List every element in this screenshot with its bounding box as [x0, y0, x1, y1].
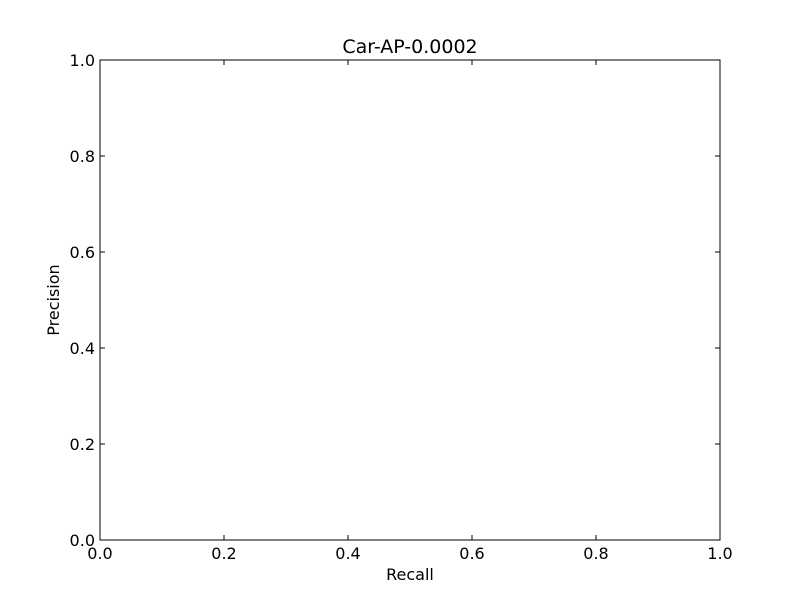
x-tick-label: 0.2	[211, 544, 236, 563]
plot-area	[99, 59, 721, 541]
x-tick-label: 0.0	[87, 544, 112, 563]
x-tick-label: 0.8	[583, 544, 608, 563]
x-axis-ticks: 0.0 0.2 0.4 0.6 0.8 1.0	[87, 60, 733, 563]
y-tick-label: 0.2	[70, 435, 95, 454]
y-axis-label: Precision	[44, 264, 63, 335]
x-axis-label: Recall	[386, 565, 434, 584]
y-tick-label: 0.4	[70, 339, 95, 358]
x-tick-label: 0.4	[335, 544, 360, 563]
y-axis-ticks: 0.0 0.2 0.4 0.6 0.8 1.0	[70, 51, 720, 550]
chart-title: Car-AP-0.0002	[342, 36, 477, 58]
x-tick-label: 0.6	[459, 544, 484, 563]
y-tick-label: 0.6	[70, 243, 95, 262]
y-tick-label: 0.8	[70, 147, 95, 166]
y-tick-label: 1.0	[70, 51, 95, 70]
y-tick-label: 0.0	[70, 531, 95, 550]
x-tick-label: 1.0	[707, 544, 732, 563]
